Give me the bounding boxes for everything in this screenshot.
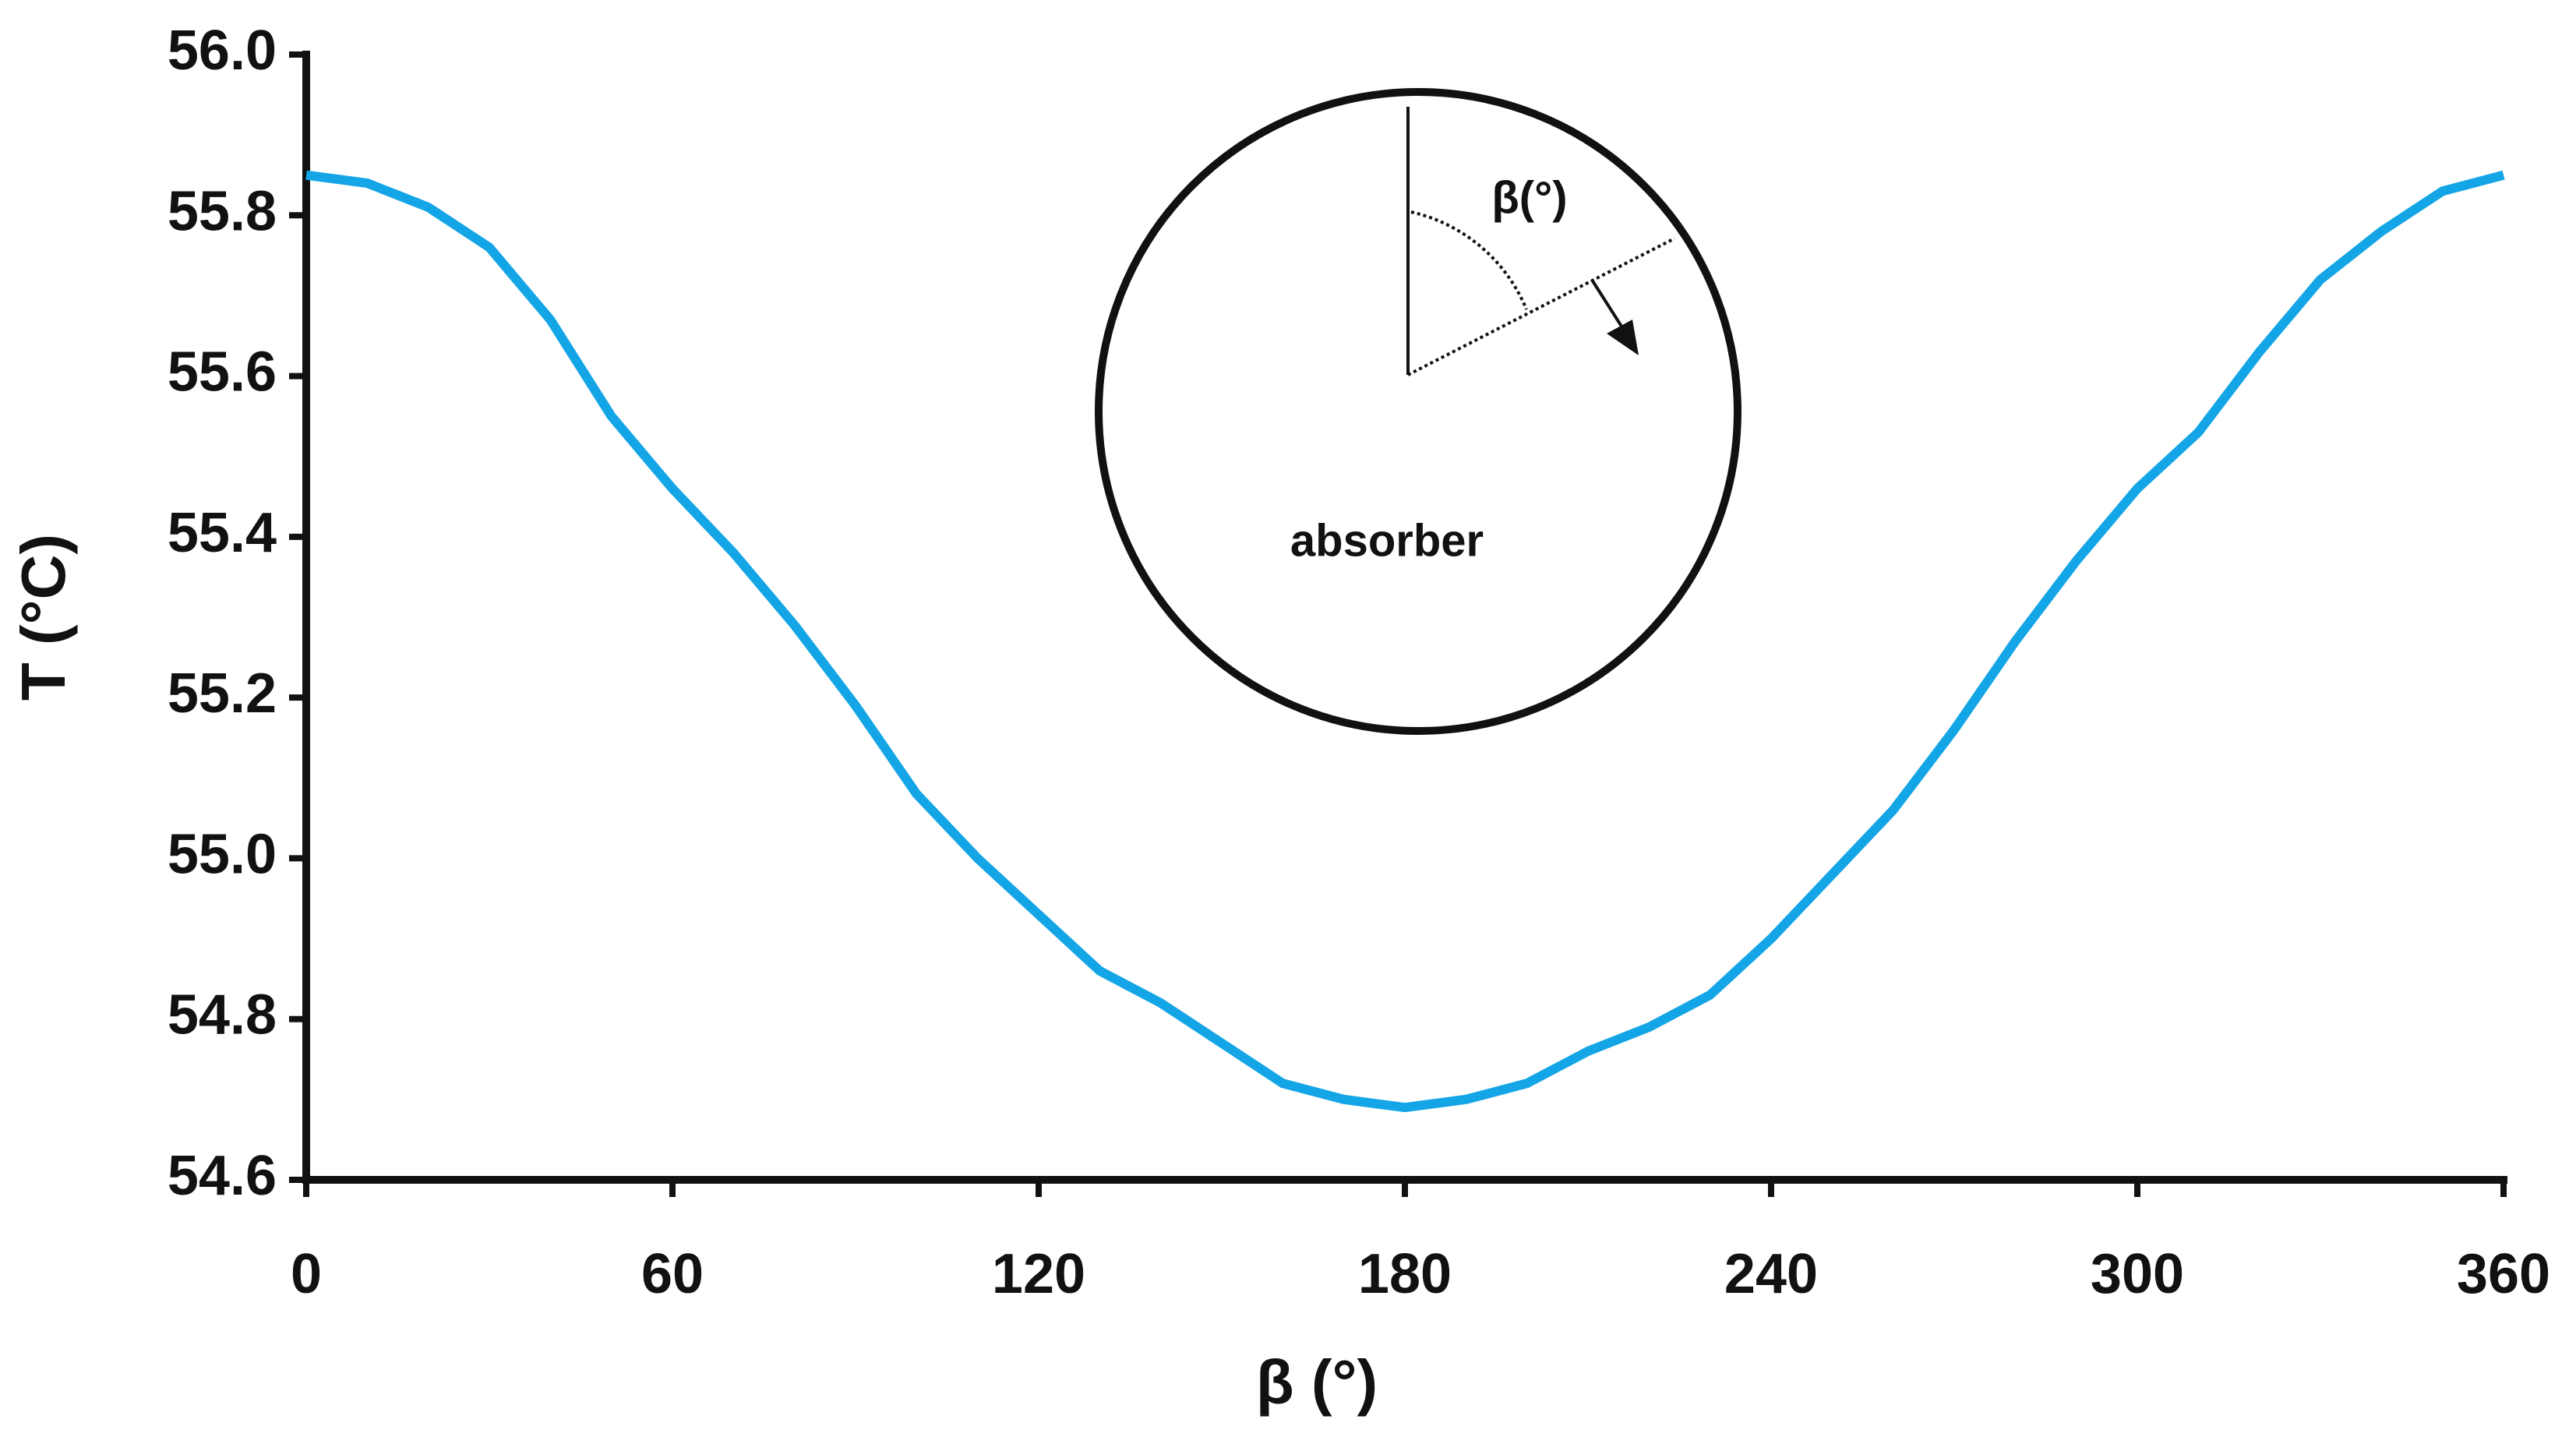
x-tick-label: 360 — [2457, 1243, 2550, 1305]
x-tick-label: 120 — [992, 1243, 1085, 1305]
y-tick-label: 55.4 — [168, 502, 277, 564]
inset-diagram: β(°) absorber — [1095, 88, 1741, 735]
y-tick-label: 54.8 — [168, 984, 277, 1047]
x-tick-label: 60 — [641, 1243, 704, 1305]
arrow-head — [1607, 320, 1639, 355]
y-tick-label: 55.2 — [168, 662, 277, 725]
angle-label: β(°) — [1491, 172, 1567, 223]
x-tick-label: 300 — [2091, 1243, 2184, 1305]
y-tick-label: 55.6 — [168, 341, 277, 404]
y-tick-label: 54.6 — [168, 1145, 277, 1207]
x-tick-label: 180 — [1358, 1243, 1452, 1305]
absorber-circle — [1095, 88, 1741, 735]
data-line — [305, 170, 2505, 1113]
angle-arc — [1410, 210, 1528, 310]
x-axis-title: β (°) — [1256, 1347, 1378, 1417]
y-tick-label: 56.0 — [168, 19, 277, 82]
y-tick-label: 55.0 — [168, 823, 277, 885]
y-axis-title: T (°C) — [9, 534, 78, 701]
x-tick-label: 240 — [1724, 1243, 1818, 1305]
angle-line — [1407, 237, 1675, 376]
arrow-shaft — [1590, 278, 1626, 333]
x-tick-label: 0 — [291, 1243, 322, 1305]
y-tick-label: 55.8 — [168, 180, 277, 242]
absorber-label: absorber — [1290, 515, 1484, 566]
